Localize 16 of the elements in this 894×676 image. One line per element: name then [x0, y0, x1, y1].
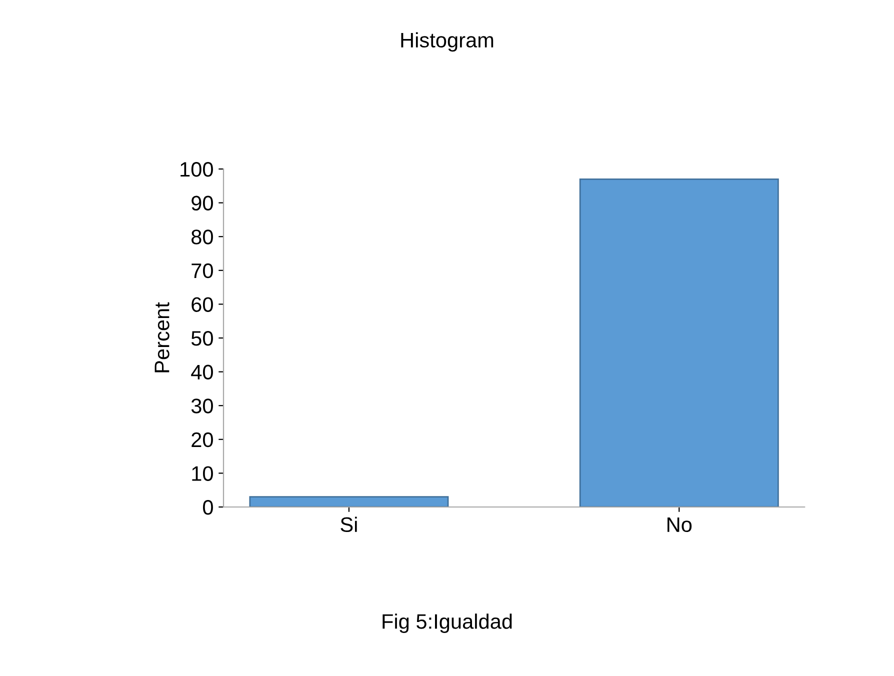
y-tick-label: 70 — [192, 263, 213, 278]
y-axis-title: Percent — [154, 302, 170, 372]
x-tick-label: Si — [340, 516, 357, 532]
chart-title: Histogram — [401, 32, 494, 52]
y-tick-label: 90 — [192, 196, 213, 211]
y-tick-label: 80 — [192, 230, 213, 244]
y-tick-label: 50 — [191, 331, 213, 346]
y-tick-label: 60 — [192, 297, 213, 312]
y-tick-label: 10 — [192, 466, 213, 481]
y-tick-label: 40 — [191, 364, 213, 380]
y-tick-label: 20 — [192, 432, 213, 448]
y-tick-label: 100 — [180, 162, 213, 177]
caption: Fig 5:Igualdad — [382, 614, 512, 634]
x-tick-label: No — [668, 517, 692, 532]
y-tick-label: 0 — [203, 500, 213, 515]
y-tick-label: 30 — [191, 398, 213, 414]
